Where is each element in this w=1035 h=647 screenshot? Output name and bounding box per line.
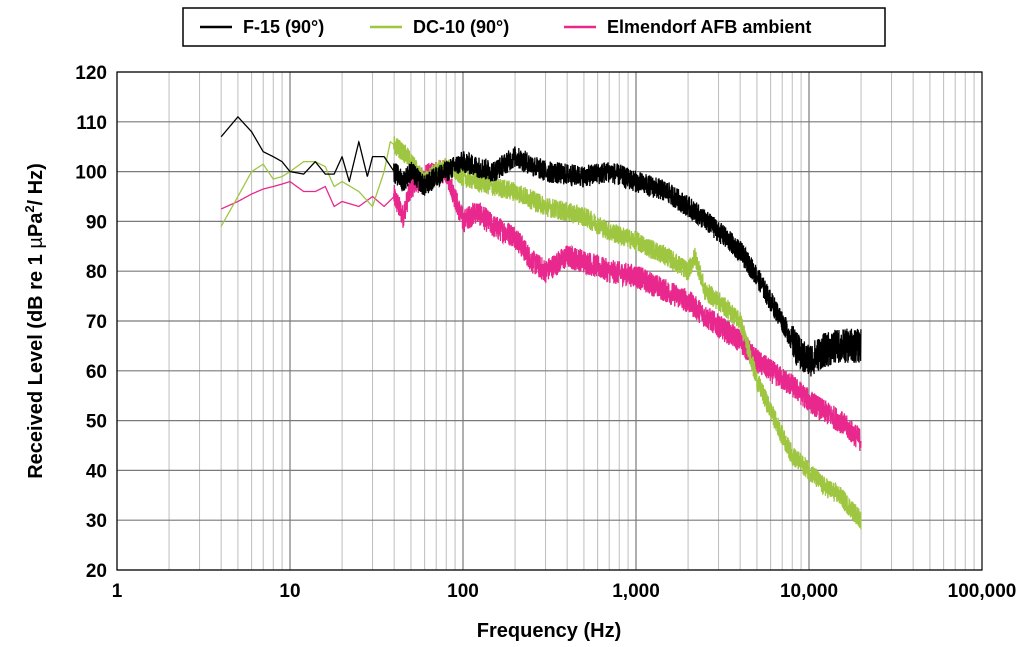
y-axis-title-pa: Pa — [25, 212, 47, 237]
y-tick-label: 120 — [75, 63, 107, 84]
y-tick-label: 90 — [86, 212, 107, 233]
y-tick-label: 110 — [76, 113, 107, 134]
y-tick-label: 20 — [86, 561, 107, 582]
series-line — [220, 116, 862, 377]
x-tick-label: 10 — [279, 581, 300, 602]
y-tick-label: 30 — [86, 511, 107, 532]
x-axis-tick-labels: 1 10 100 1,000 10,000 100,000 — [112, 581, 1017, 602]
y-axis-title-mu: µ — [25, 237, 47, 249]
y-axis-tick-labels: 20 30 40 50 60 70 80 90 100 110 120 — [75, 63, 107, 582]
series-line — [220, 159, 862, 451]
y-tick-label: 50 — [86, 412, 107, 433]
x-tick-label: 10,000 — [780, 581, 838, 602]
y-axis-title-superscript: 2 — [22, 205, 37, 212]
y-tick-label: 80 — [86, 262, 107, 283]
chart-series — [220, 116, 862, 530]
y-tick-label: 70 — [86, 312, 107, 333]
y-tick-label: 100 — [75, 163, 107, 184]
y-tick-label: 60 — [86, 362, 107, 383]
legend-label-dc10: DC-10 (90°) — [413, 17, 509, 37]
chart-legend: F-15 (90°) DC-10 (90°) Elmendorf AFB amb… — [182, 7, 886, 47]
y-axis-title: Received Level (dB re 1 µPa2/ Hz) — [22, 163, 47, 479]
x-tick-label: 100,000 — [948, 581, 1017, 602]
y-axis-title-end: / Hz) — [25, 163, 47, 205]
x-tick-label: 100 — [447, 581, 479, 602]
y-axis-title-main: Received Level (dB re 1 — [25, 249, 47, 479]
legend-label-f15: F-15 (90°) — [243, 17, 324, 37]
plot-frame — [116, 71, 983, 571]
y-tick-label: 40 — [86, 461, 107, 482]
series-line — [220, 136, 862, 530]
x-tick-label: 1 — [112, 581, 123, 602]
chart-gridlines — [116, 71, 982, 571]
legend-label-elmendorf: Elmendorf AFB ambient — [607, 17, 811, 37]
x-axis-title: Frequency (Hz) — [477, 620, 621, 642]
x-tick-label: 1,000 — [612, 581, 660, 602]
legend-box — [182, 7, 886, 47]
